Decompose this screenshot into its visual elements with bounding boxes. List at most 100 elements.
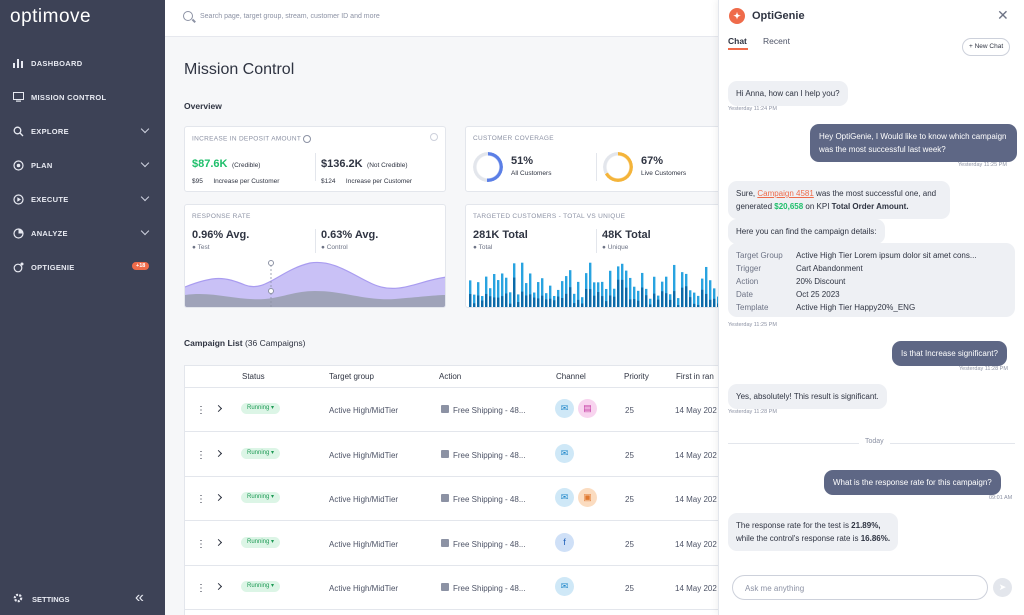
- unique-bar: [657, 299, 660, 307]
- status-badge[interactable]: Running ▾: [241, 403, 281, 414]
- unique-bar: [633, 299, 636, 307]
- row-menu-icon[interactable]: ⋮: [196, 405, 206, 416]
- collapse-sidebar-icon[interactable]: «: [135, 589, 144, 606]
- row-menu-icon[interactable]: ⋮: [196, 538, 206, 550]
- total-bar: [705, 266, 708, 307]
- total-bar: [525, 283, 528, 307]
- col-first-in-range[interactable]: First in ran: [676, 372, 714, 381]
- target-icon: [12, 159, 24, 171]
- total-bar: [517, 294, 520, 307]
- row-menu-icon[interactable]: ⋮: [196, 449, 206, 461]
- sidebar-item-settings[interactable]: SETTINGS: [12, 592, 70, 607]
- close-icon[interactable]: ✕: [997, 7, 1009, 23]
- refresh-icon[interactable]: [430, 133, 438, 141]
- action-icon: [441, 583, 449, 592]
- search-input[interactable]: Search page, target group, stream, custo…: [200, 13, 380, 20]
- table-row[interactable]: ⋮ Running ▾ Active High/MidTier Free Shi…: [185, 433, 718, 477]
- total-bar: [649, 298, 652, 307]
- popup-channel-icon: ▣: [578, 488, 597, 508]
- unique-label: ● Unique: [602, 244, 629, 251]
- optigenie-badge: +18: [132, 262, 150, 270]
- send-icon[interactable]: ➤: [993, 578, 1012, 597]
- table-row[interactable]: ⋮ Running ▾ Active High/MidTier Free Shi…: [185, 477, 718, 522]
- tab-chat[interactable]: Chat: [728, 36, 747, 46]
- unique-bar: [621, 279, 624, 307]
- timestamp: Yesterday 11:24 PM: [728, 106, 777, 112]
- info-icon[interactable]: [303, 135, 312, 143]
- chevron-right-icon[interactable]: [214, 538, 223, 546]
- sidebar-item-explore[interactable]: EXPLORE: [0, 120, 165, 142]
- total-bar: [501, 273, 504, 307]
- action-cell: Free Shipping - 48...: [453, 450, 526, 460]
- status-badge[interactable]: Running ▾: [241, 536, 281, 548]
- control-rate-label: ● Control: [321, 244, 348, 251]
- optimove-logo[interactable]: optimove: [10, 6, 92, 27]
- sidebar-item-dashboard[interactable]: DASHBOARD: [0, 52, 165, 74]
- row-menu-icon[interactable]: ⋮: [196, 583, 206, 595]
- col-priority[interactable]: Priority: [624, 372, 649, 381]
- unique-bar: [697, 304, 700, 307]
- credible-block: $87.6K (Credible): [192, 154, 260, 172]
- sidebar-item-mission-control[interactable]: MISSION CONTROL: [0, 86, 165, 108]
- total-bar: [521, 262, 524, 307]
- status-badge[interactable]: Running ▾: [241, 581, 281, 593]
- status-badge[interactable]: Running ▾: [241, 492, 281, 504]
- unique-bar: [609, 295, 612, 307]
- unique-bar: [489, 296, 492, 307]
- row-menu-icon[interactable]: ⋮: [196, 494, 206, 506]
- table-row[interactable]: ⋮ Running ▾ Active High/MidTier Free Shi…: [185, 566, 718, 611]
- total-label: ● Total: [473, 244, 493, 251]
- col-target-group[interactable]: Target group: [329, 372, 374, 381]
- chevron-right-icon[interactable]: [214, 583, 223, 591]
- optigenie-chat-panel: ✦ OptiGenie ✕ Chat Recent + New Chat Hi …: [718, 0, 1024, 615]
- sms-channel-icon: ▤: [578, 399, 597, 418]
- live-customers-ring: [603, 152, 633, 182]
- new-chat-button[interactable]: + New Chat: [962, 38, 1011, 56]
- col-status[interactable]: Status: [242, 372, 265, 381]
- bar-chart-icon: [12, 57, 24, 69]
- action-icon: [441, 538, 449, 547]
- unique-bar: [501, 296, 504, 307]
- date-cell: 14 May 202: [675, 584, 717, 594]
- chat-input-placeholder: Ask me anything: [745, 584, 805, 593]
- unique-bar: [605, 301, 608, 307]
- chevron-down-icon[interactable]: [140, 192, 150, 202]
- unique-bar: [617, 279, 620, 307]
- chevron-down-icon[interactable]: [140, 124, 150, 134]
- explore-icon: [12, 125, 24, 137]
- table-row[interactable]: ⋮ Running ▾ Active High/MidTier Free Shi…: [185, 522, 718, 566]
- assistant-message: Here you can find the campaign details:: [728, 219, 885, 244]
- chevron-down-icon[interactable]: [140, 158, 150, 168]
- chat-input[interactable]: Ask me anything: [732, 575, 988, 600]
- sidebar-item-label: OPTIGENIE: [31, 262, 75, 272]
- targeted-customers-card: TARGETED CUSTOMERS - TOTAL VS UNIQUE 281…: [465, 204, 718, 308]
- tab-recent[interactable]: Recent: [763, 36, 790, 46]
- chevron-down-icon[interactable]: [140, 226, 150, 236]
- total-bar: [593, 282, 596, 307]
- sidebar-item-execute[interactable]: EXECUTE: [0, 188, 165, 210]
- col-action[interactable]: Action: [439, 372, 462, 381]
- credible-label: (Credible): [231, 162, 261, 169]
- sidebar-item-optigenie[interactable]: OPTIGENIE +18: [0, 256, 165, 278]
- unique-bar: [497, 297, 500, 307]
- total-bar: [697, 295, 700, 307]
- chevron-right-icon[interactable]: [214, 494, 223, 502]
- campaign-link[interactable]: Campaign 4581: [757, 189, 814, 198]
- action-icon: [441, 449, 449, 458]
- total-bar: [601, 281, 604, 307]
- col-channel[interactable]: Channel: [556, 372, 586, 381]
- search-bar[interactable]: Search page, target group, stream, custo…: [165, 0, 718, 37]
- email-channel-icon: ✉: [555, 577, 574, 597]
- status-badge[interactable]: Running ▾: [241, 447, 281, 459]
- action-cell: Free Shipping - 48...: [453, 539, 526, 549]
- unique-bar: [597, 292, 600, 307]
- sidebar-item-plan[interactable]: PLAN: [0, 154, 165, 176]
- table-row[interactable]: ⋮ Running ▾ Active High/MidTier Free Shi…: [185, 388, 718, 432]
- chevron-right-icon[interactable]: [214, 404, 223, 413]
- active-tab-indicator: [728, 48, 748, 50]
- sidebar-item-analyze[interactable]: ANALYZE: [0, 222, 165, 244]
- target-group-cell: Active High/MidTier: [329, 406, 399, 415]
- chevron-right-icon[interactable]: [214, 449, 223, 457]
- gear-icon: [12, 592, 24, 607]
- coverage-card-title: CUSTOMER COVERAGE: [473, 135, 554, 142]
